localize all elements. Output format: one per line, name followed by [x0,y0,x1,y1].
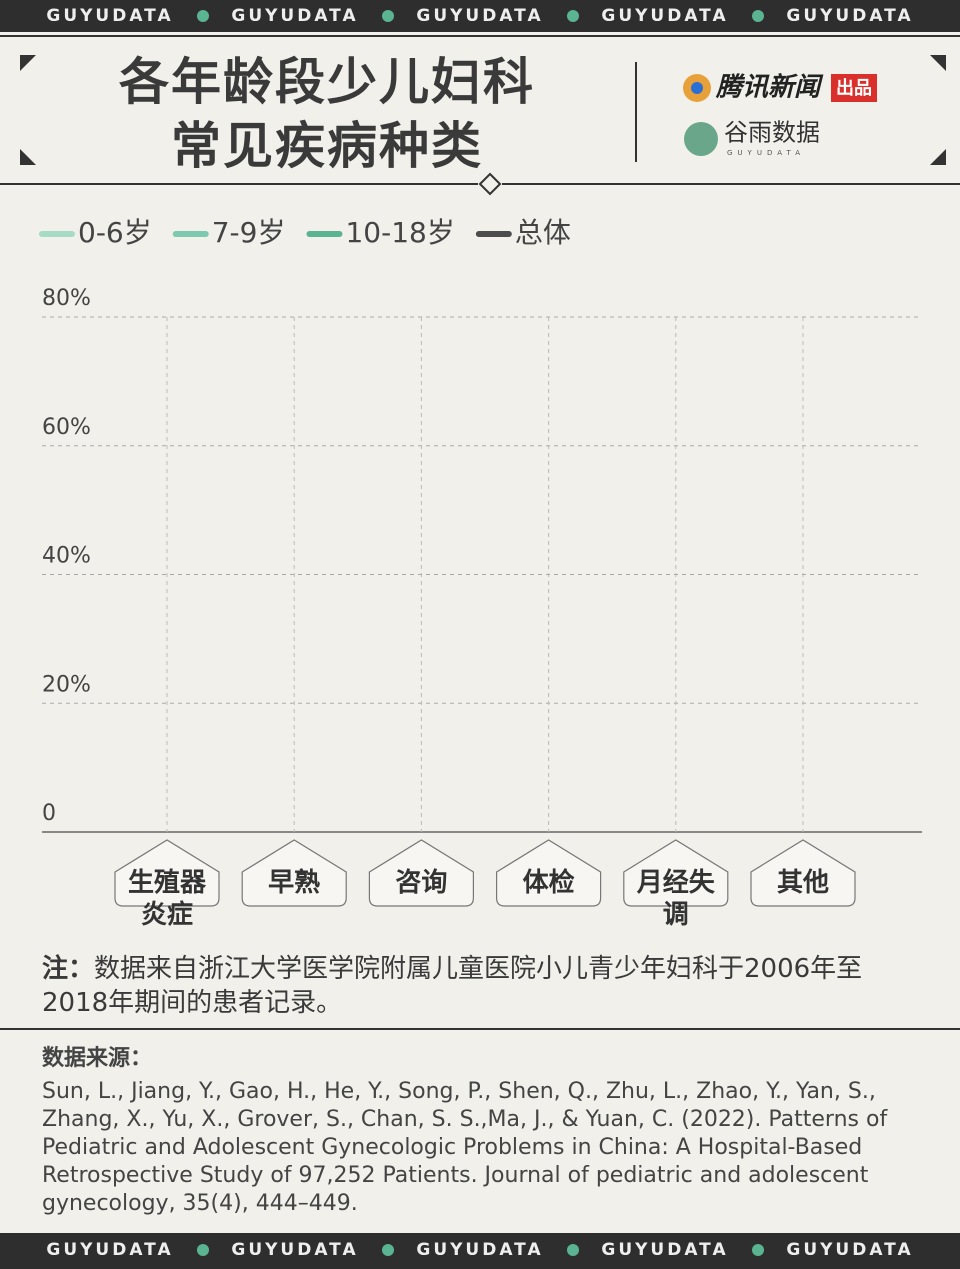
banner-text: GUYUDATA [46,6,173,26]
note-label: 注： [42,954,95,984]
note-text: 数据来自浙江大学医学院附属儿童医院小儿青少年妇科于2006年至2018年期间的患… [42,954,863,1018]
banner-text: GUYUDATA [231,1240,358,1260]
x-tick-label: 其他 [776,868,829,898]
banner-dot [197,10,209,22]
logo-icon [691,82,703,94]
logo-brand: 谷雨数据 [724,119,820,147]
x-tick-label: 生殖器炎症 [127,868,206,930]
corner [930,55,946,71]
legend-label: 10-18岁 [345,216,454,249]
logo-brand-en: GUYUDATA [727,149,805,157]
logo-badge-bg [831,74,877,102]
banner-dot [752,1244,764,1256]
banner-dot [567,1244,579,1256]
banner-text: GUYUDATA [786,6,913,26]
x-tick-label: 早熟 [268,868,321,898]
category-shape [750,839,856,907]
legend-label: 0-6岁 [78,216,152,249]
category-shape [623,839,729,907]
banner-text: GUYUDATA [416,6,543,26]
corner [20,149,36,165]
banner-dot [567,10,579,22]
logo-news: 腾讯新闻 [715,73,824,103]
y-tick-label: 60% [42,415,91,440]
category-shape [368,839,474,907]
category-shape [114,839,220,907]
banner-dot [382,10,394,22]
x-tick-label: 月经失调 [636,868,715,930]
x-tick-label: 咨询 [395,868,448,898]
banner-text: GUYUDATA [601,6,728,26]
chart-title: 各年龄段少儿妇科常见疾病种类 [119,53,535,175]
bottom-banner [0,1233,960,1269]
legend-label: 总体 [515,216,571,249]
y-tick-label: 20% [42,672,91,697]
source: Sun, L., Jiang, Y., Gao, H., He, Y., Son… [42,1079,888,1216]
diamond [478,172,502,196]
legend-label: 7-9岁 [212,216,286,249]
banner-dot [382,1244,394,1256]
y-tick-label: 0 [42,801,56,826]
x-tick-label: 体检 [522,868,575,898]
category-shape [241,839,347,907]
banner-text: GUYUDATA [416,1240,543,1260]
source-label: 数据来源： [42,1046,153,1071]
banner-dot [197,1244,209,1256]
category-shape [496,839,602,907]
y-tick-label: 40% [42,544,91,569]
top-banner [0,0,960,32]
logo-icon [684,122,718,156]
banner-dot [752,10,764,22]
banner-text: GUYUDATA [231,6,358,26]
banner-text: GUYUDATA [46,1240,173,1260]
logo-badge: 出品 [836,77,872,99]
y-tick-label: 80% [42,286,91,311]
banner-text: GUYUDATA [601,1240,728,1260]
corner [20,55,36,71]
banner-text: GUYUDATA [786,1240,913,1260]
note: 注：数据来自浙江大学医学院附属儿童医院小儿青少年妇科于2006年至2018年期间… [42,952,922,1020]
corner [930,149,946,165]
